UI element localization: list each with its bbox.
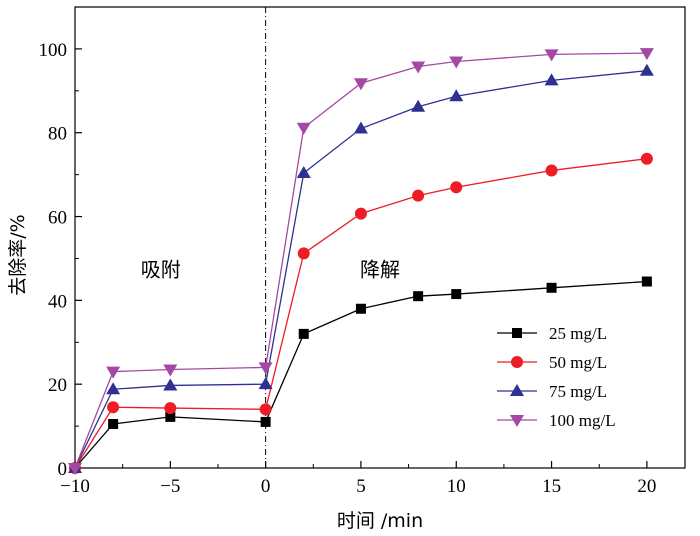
legend-label: 75 mg/L xyxy=(549,382,607,401)
data-point-series-4 xyxy=(449,56,464,69)
data-point-series-1 xyxy=(298,328,309,339)
data-point-series-1 xyxy=(355,303,366,314)
y-tick-label: 80 xyxy=(48,124,67,145)
data-point-series-1 xyxy=(165,411,176,422)
legend-label: 25 mg/L xyxy=(549,324,607,343)
data-point-series-3 xyxy=(544,73,559,86)
data-point-series-1 xyxy=(641,276,652,287)
data-point-series-1 xyxy=(546,282,557,293)
data-point-series-1 xyxy=(413,291,424,302)
data-point-series-2 xyxy=(107,401,120,414)
data-point-series-2 xyxy=(412,189,425,202)
x-tick-label: −5 xyxy=(160,476,180,497)
data-point-series-2 xyxy=(259,403,272,416)
y-tick-label: 60 xyxy=(48,208,67,229)
data-point-series-2 xyxy=(354,207,367,220)
legend-label: 50 mg/L xyxy=(549,353,607,372)
y-tick-label: 40 xyxy=(48,291,67,312)
data-point-series-4 xyxy=(258,362,273,375)
data-point-series-3 xyxy=(296,165,311,178)
data-point-series-3 xyxy=(639,63,654,76)
series-line-2 xyxy=(74,158,647,469)
legend-marker xyxy=(510,415,524,427)
data-point-series-3 xyxy=(353,121,368,134)
data-point-series-4 xyxy=(163,364,178,377)
data-point-series-4 xyxy=(544,49,559,62)
x-tick-label: 0 xyxy=(261,476,271,497)
y-tick-label: 20 xyxy=(48,375,67,396)
legend-marker xyxy=(512,328,522,338)
legend-marker xyxy=(510,384,524,396)
x-tick-label: 5 xyxy=(356,476,366,497)
legend-label: 100 mg/L xyxy=(549,411,616,430)
data-point-series-1 xyxy=(260,416,271,427)
data-point-series-3 xyxy=(449,89,464,102)
annotation-degradation: 降解 xyxy=(360,257,400,281)
data-point-series-3 xyxy=(411,99,426,112)
data-point-series-1 xyxy=(108,418,119,429)
data-point-series-4 xyxy=(296,122,311,135)
data-point-series-4 xyxy=(68,463,82,475)
y-tick-label: 100 xyxy=(39,40,68,61)
data-point-series-4 xyxy=(106,366,121,379)
series-line-1 xyxy=(74,280,647,469)
data-point-series-2 xyxy=(164,402,177,415)
series-line-3 xyxy=(74,70,647,469)
data-point-series-2 xyxy=(545,164,558,177)
y-tick-label: 0 xyxy=(58,459,68,480)
legend: 25 mg/L 50 mg/L 75 mg/L 100 mg/L xyxy=(497,324,616,430)
data-point-series-4 xyxy=(353,78,368,91)
x-tick-label: 10 xyxy=(447,476,466,497)
series-line-4 xyxy=(74,52,647,469)
x-axis-title: 时间 /min xyxy=(337,510,423,532)
annotation-adsorption: 吸附 xyxy=(141,257,181,281)
plot-area xyxy=(74,6,686,469)
x-tick-label: −10 xyxy=(60,476,90,497)
data-point-series-3 xyxy=(106,382,121,395)
x-tick-label: 15 xyxy=(542,476,561,497)
data-point-series-3 xyxy=(258,377,273,390)
x-tick-label: 20 xyxy=(637,476,656,497)
legend-marker xyxy=(511,356,523,368)
data-point-series-3 xyxy=(163,378,178,391)
data-point-series-4 xyxy=(411,61,426,74)
y-axis-title: 去除率/% xyxy=(7,214,29,295)
data-point-series-2 xyxy=(297,247,310,260)
data-point-series-1 xyxy=(451,289,462,300)
data-point-series-2 xyxy=(640,152,653,165)
data-point-series-4 xyxy=(639,48,654,61)
data-point-series-2 xyxy=(450,181,463,194)
